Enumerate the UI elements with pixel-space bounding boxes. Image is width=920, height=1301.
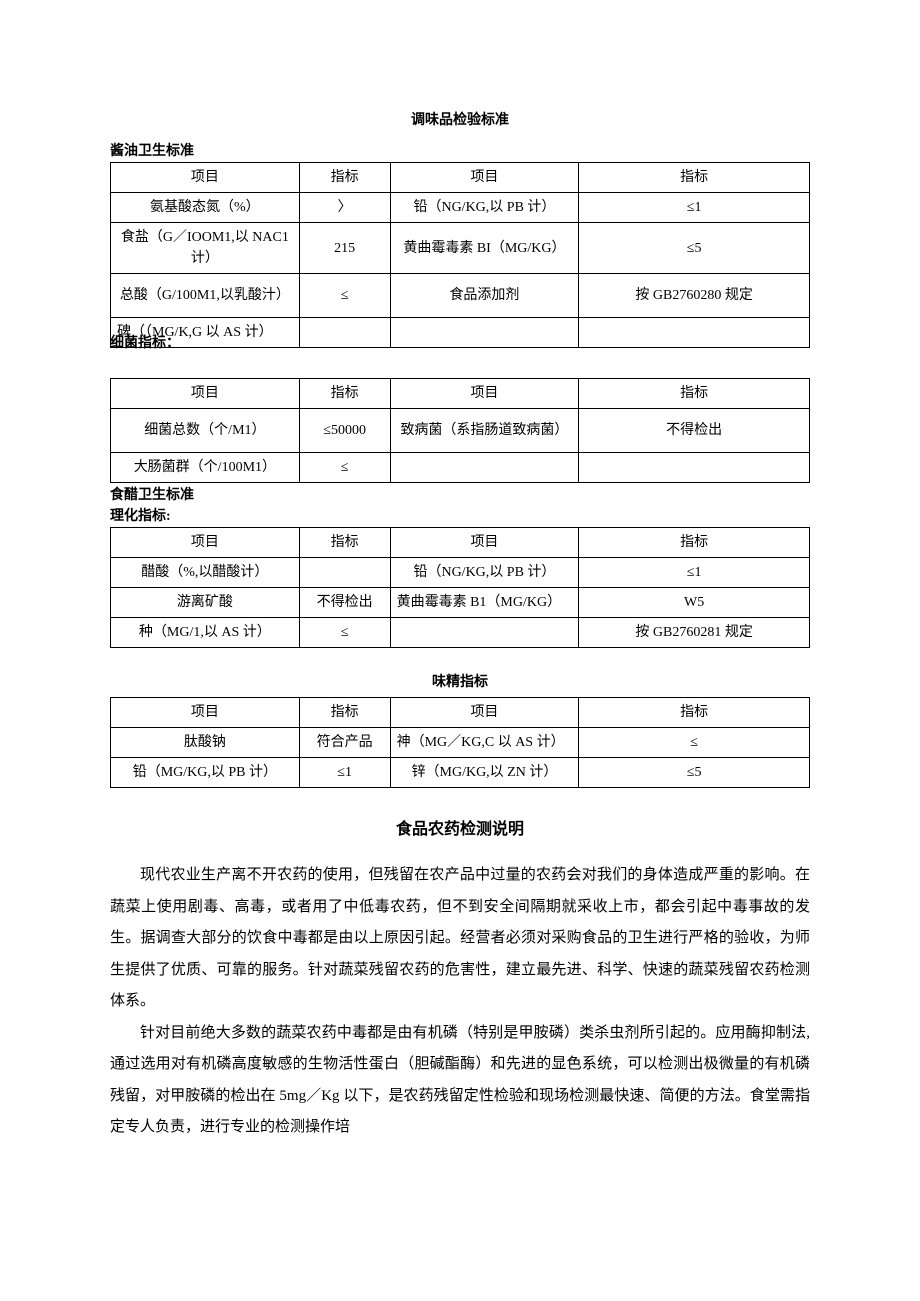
soy-sauce-table: 项目 指标 项目 指标 氨基酸态氮（%） 〉 铅（NG/KG,以 PB 计） ≤… [110, 162, 810, 348]
table-row: 种（MG/1,以 AS 计） ≤ 按 GB2760281 规定 [111, 618, 810, 648]
cell: 神（MG／KG,C 以 AS 计） [390, 728, 579, 758]
cell: ≤5 [579, 223, 810, 274]
cell: ≤ [299, 618, 390, 648]
table-row: 肽酸钠 符合产品 神（MG／KG,C 以 AS 计） ≤ [111, 728, 810, 758]
col-header: 项目 [111, 698, 300, 728]
cell: 〉 [299, 193, 390, 223]
table-header-row: 项目 指标 项目 指标 [111, 163, 810, 193]
cell: 铅（NG/KG,以 PB 计） [390, 558, 579, 588]
table-header-row: 项目 指标 项目 指标 [111, 528, 810, 558]
cell [390, 453, 579, 483]
cell: 不得检出 [579, 409, 810, 453]
cell [299, 318, 390, 348]
cell: 不得检出 [299, 588, 390, 618]
table-row: 氨基酸态氮（%） 〉 铅（NG/KG,以 PB 计） ≤1 [111, 193, 810, 223]
table-row: 醋酸（%,以醋酸计） 铅（NG/KG,以 PB 计） ≤1 [111, 558, 810, 588]
cell: ≤ [579, 728, 810, 758]
cell: 大肠菌群（个/100M1） [111, 453, 300, 483]
col-header: 指标 [299, 163, 390, 193]
essay-body: 现代农业生产离不开农药的使用，但残留在农产品中过量的农药会对我们的身体造成严重的… [110, 860, 810, 1144]
table-row: 游离矿酸 不得检出 黄曲霉毒素 B1（MG/KG） W5 [111, 588, 810, 618]
cell: 符合产品 [299, 728, 390, 758]
cell: 按 GB2760280 规定 [579, 274, 810, 318]
table-row: 铅（MG/KG,以 PB 计） ≤1 锌（MG/KG,以 ZN 计） ≤5 [111, 758, 810, 788]
cell [390, 618, 579, 648]
table-row: 食盐（G／IOOM1,以 NAC1 计） 215 黄曲霉毒素 BI（MG/KG）… [111, 223, 810, 274]
col-header: 指标 [579, 528, 810, 558]
col-header: 项目 [390, 698, 579, 728]
vinegar-table: 项目 指标 项目 指标 醋酸（%,以醋酸计） 铅（NG/KG,以 PB 计） ≤… [110, 527, 810, 648]
essay-paragraph: 现代农业生产离不开农药的使用，但残留在农产品中过量的农药会对我们的身体造成严重的… [110, 860, 810, 1018]
msg-table: 项目 指标 项目 指标 肽酸钠 符合产品 神（MG／KG,C 以 AS 计） ≤… [110, 697, 810, 788]
table-row: 碑（（MG/K,G 以 AS 计） [111, 318, 810, 348]
document-title: 调味品检验标准 [110, 110, 810, 131]
cell: 215 [299, 223, 390, 274]
cell: 游离矿酸 [111, 588, 300, 618]
col-header: 项目 [390, 528, 579, 558]
bacteria-table: 项目 指标 项目 指标 细菌总数（个/M1） ≤50000 致病菌（系指肠道致病… [110, 378, 810, 483]
cell: W5 [579, 588, 810, 618]
cell: 铅（MG/KG,以 PB 计） [111, 758, 300, 788]
vinegar-subheading: 理化指标: [110, 506, 810, 527]
table-header-row: 项目 指标 项目 指标 [111, 379, 810, 409]
col-header: 指标 [579, 698, 810, 728]
soy-sauce-heading: 酱油卫生标准 [110, 141, 810, 162]
table-row: 总酸（G/100M1,以乳酸汁） ≤ 食品添加剂 按 GB2760280 规定 [111, 274, 810, 318]
cell: 食盐（G／IOOM1,以 NAC1 计） [111, 223, 300, 274]
bacteria-heading: 细菌指标： [110, 333, 180, 354]
col-header: 指标 [299, 698, 390, 728]
cell [299, 558, 390, 588]
cell: ≤1 [299, 758, 390, 788]
msg-heading: 味精指标 [110, 672, 810, 693]
cell: 肽酸钠 [111, 728, 300, 758]
cell: ≤ [299, 453, 390, 483]
col-header: 项目 [111, 379, 300, 409]
cell: ≤50000 [299, 409, 390, 453]
cell: 铅（NG/KG,以 PB 计） [390, 193, 579, 223]
col-header: 项目 [111, 163, 300, 193]
cell: 锌（MG/KG,以 ZN 计） [390, 758, 579, 788]
col-header: 指标 [299, 528, 390, 558]
soy-table-wrap: 项目 指标 项目 指标 氨基酸态氮（%） 〉 铅（NG/KG,以 PB 计） ≤… [110, 162, 810, 348]
cell: ≤5 [579, 758, 810, 788]
cell: 种（MG/1,以 AS 计） [111, 618, 300, 648]
cell: 食品添加剂 [390, 274, 579, 318]
cell: 按 GB2760281 规定 [579, 618, 810, 648]
cell [579, 318, 810, 348]
col-header: 指标 [579, 163, 810, 193]
cell: 黄曲霉毒素 B1（MG/KG） [390, 588, 579, 618]
table-row: 细菌总数（个/M1） ≤50000 致病菌（系指肠道致病菌） 不得检出 [111, 409, 810, 453]
vinegar-heading: 食醋卫生标准 [110, 485, 810, 506]
cell: ≤1 [579, 193, 810, 223]
cell [579, 453, 810, 483]
cell: 致病菌（系指肠道致病菌） [390, 409, 579, 453]
cell: 氨基酸态氮（%） [111, 193, 300, 223]
table-header-row: 项目 指标 项目 指标 [111, 698, 810, 728]
cell: ≤ [299, 274, 390, 318]
table-row: 大肠菌群（个/100M1） ≤ [111, 453, 810, 483]
col-header: 指标 [299, 379, 390, 409]
col-header: 指标 [579, 379, 810, 409]
essay-title: 食品农药检测说明 [110, 818, 810, 842]
col-header: 项目 [111, 528, 300, 558]
cell: 细菌总数（个/M1） [111, 409, 300, 453]
essay-paragraph: 针对目前绝大多数的蔬菜农药中毒都是由有机磷（特别是甲胺磷）类杀虫剂所引起的。应用… [110, 1018, 810, 1144]
cell: 总酸（G/100M1,以乳酸汁） [111, 274, 300, 318]
cell: 醋酸（%,以醋酸计） [111, 558, 300, 588]
cell: 黄曲霉毒素 BI（MG/KG） [390, 223, 579, 274]
col-header: 项目 [390, 379, 579, 409]
col-header: 项目 [390, 163, 579, 193]
cell: ≤1 [579, 558, 810, 588]
cell [390, 318, 579, 348]
